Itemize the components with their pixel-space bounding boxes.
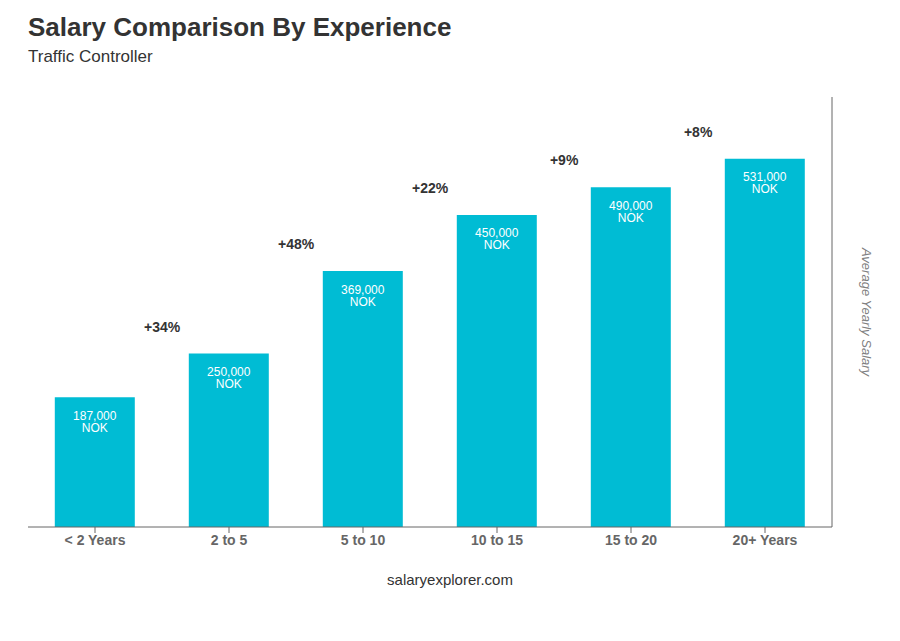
- svg-text:+9%: +9%: [550, 152, 579, 168]
- svg-text:15 to 20: 15 to 20: [605, 532, 657, 548]
- svg-text:531,000NOK: 531,000NOK: [743, 170, 787, 196]
- svg-text:187,000NOK: 187,000NOK: [73, 409, 117, 435]
- svg-text:+48%: +48%: [278, 236, 315, 252]
- html-text:salaryexplorer.com: salaryexplorer.com: [387, 571, 513, 588]
- svg-text:+34%: +34%: [144, 319, 181, 335]
- svg-text:5 to 10: 5 to 10: [341, 532, 386, 548]
- svg-text:Average Yearly Salary: Average Yearly Salary: [859, 247, 874, 378]
- svg-text:+22%: +22%: [412, 180, 449, 196]
- svg-text:+8%: +8%: [684, 124, 713, 140]
- html-text:Salary Comparison By Experienc: Salary Comparison By Experience: [28, 12, 452, 42]
- svg-text:2 to 5: 2 to 5: [211, 532, 248, 548]
- svg-text:250,000NOK: 250,000NOK: [207, 365, 251, 391]
- svg-text:10 to 15: 10 to 15: [471, 532, 523, 548]
- html-text:Traffic Controller: Traffic Controller: [28, 47, 153, 66]
- svg-text:369,000NOK: 369,000NOK: [341, 283, 385, 309]
- svg-text:450,000NOK: 450,000NOK: [475, 226, 519, 252]
- svg-text:490,000NOK: 490,000NOK: [609, 199, 653, 225]
- svg-text:< 2 Years: < 2 Years: [65, 532, 126, 548]
- svg-text:20+ Years: 20+ Years: [733, 532, 798, 548]
